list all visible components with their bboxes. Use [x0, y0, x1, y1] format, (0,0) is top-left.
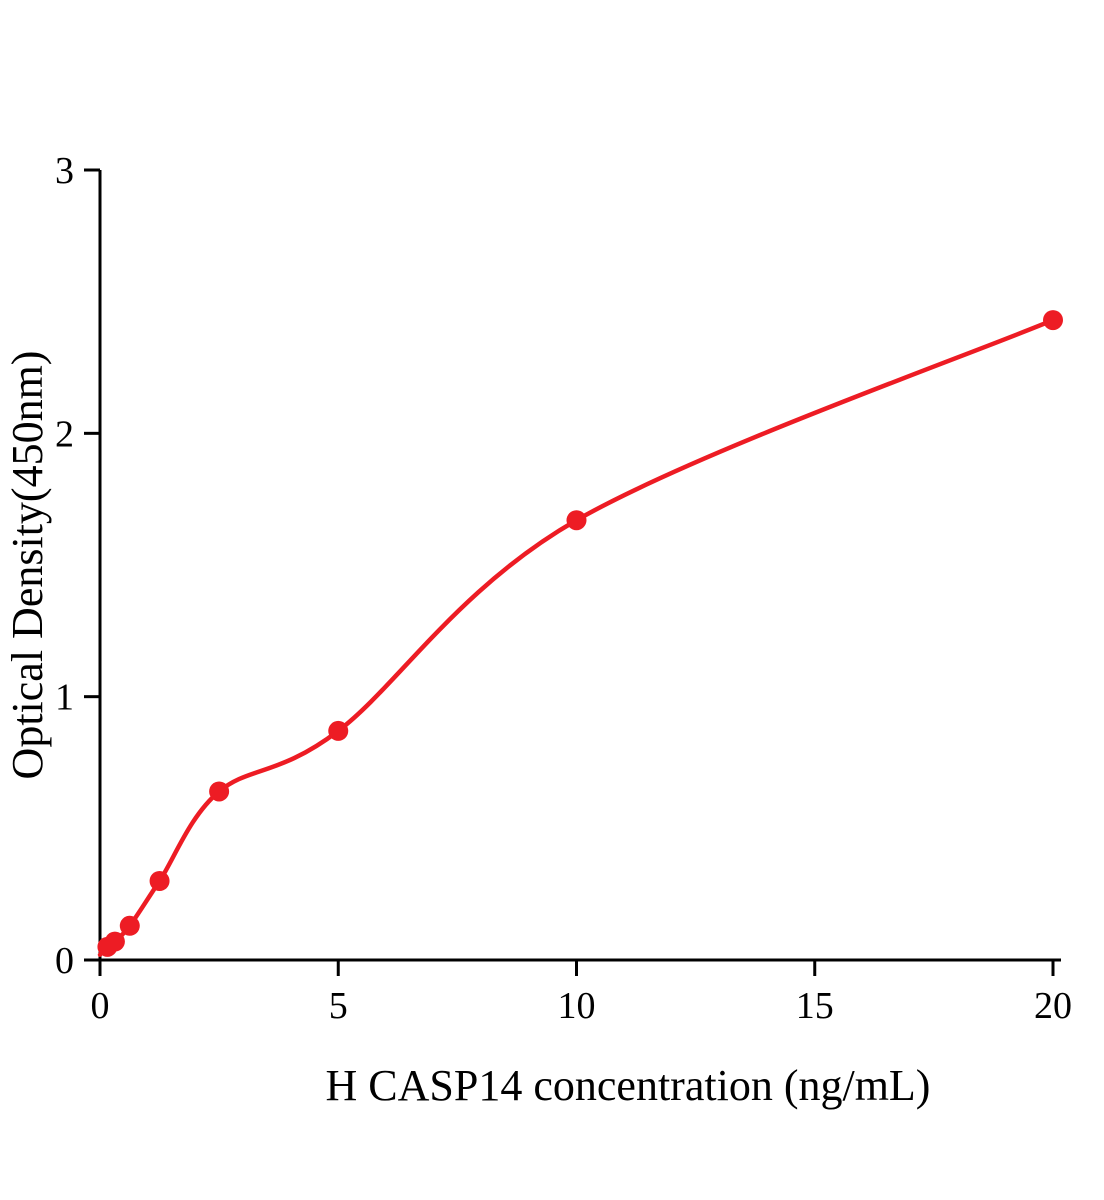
data-point: [566, 510, 587, 531]
x-tick-label: 5: [329, 985, 348, 1027]
data-point: [328, 720, 349, 741]
data-point: [209, 781, 230, 802]
data-point: [104, 931, 125, 952]
data-point: [149, 871, 170, 891]
x-tick-label: 15: [796, 985, 834, 1027]
y-axis-title: Optical Density(450nm): [3, 351, 52, 780]
y-tick-label: 1: [55, 677, 74, 719]
data-point: [119, 915, 140, 936]
x-axis-title: H CASP14 concentration (ng/mL): [326, 1061, 931, 1110]
data-point: [1043, 310, 1063, 331]
fit-curve: [97, 317, 1056, 957]
y-tick-label: 2: [55, 413, 74, 455]
data-points: [97, 310, 1063, 957]
y-tick-label: 0: [55, 940, 74, 982]
x-tick-label: 0: [91, 985, 110, 1027]
y-axis-ticks: 0 1 2 3: [55, 150, 100, 982]
y-tick-label: 3: [55, 150, 74, 192]
x-tick-label: 10: [558, 985, 596, 1027]
axes: [98, 170, 1061, 962]
x-tick-label: 20: [1034, 985, 1072, 1027]
x-axis-ticks: 0 5 10 15 20: [91, 960, 1072, 1027]
